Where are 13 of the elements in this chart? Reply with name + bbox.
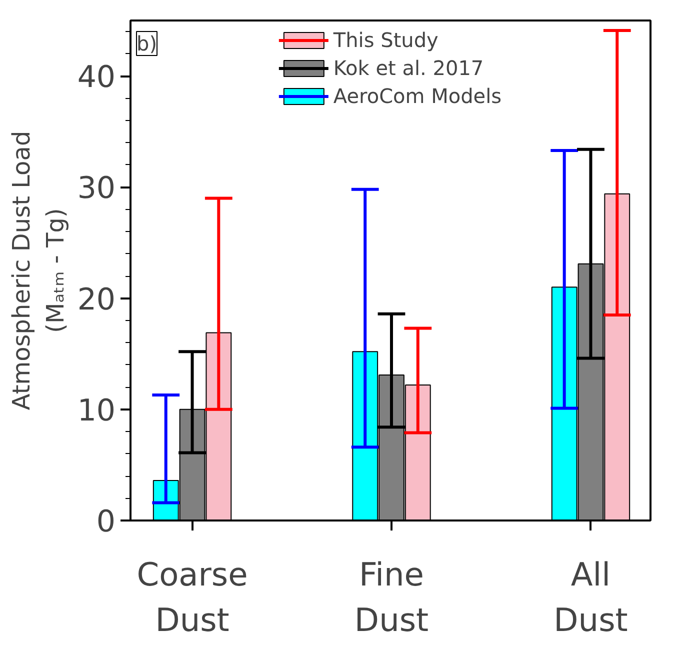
legend-label: AeroCom Models [333, 84, 502, 108]
annotation: b) [136, 32, 157, 56]
x-tick-label: Fine Dust [354, 556, 429, 640]
x-tick-label: Coarse Dust [136, 556, 248, 640]
y-axis-title: Atmospheric Dust Load (Mₐₜₘ - Tg) [8, 130, 70, 410]
y-tick-label: 40 [77, 60, 116, 96]
y-tick-label: 20 [77, 282, 116, 318]
x-tick-label: All Dust [554, 556, 628, 640]
legend-label: This Study [333, 28, 438, 52]
y-tick-label: 10 [77, 393, 116, 428]
legend-label: Kok et al. 2017 [333, 56, 484, 80]
y-tick-label: 0 [96, 504, 116, 540]
y-tick-label: 30 [77, 171, 116, 206]
